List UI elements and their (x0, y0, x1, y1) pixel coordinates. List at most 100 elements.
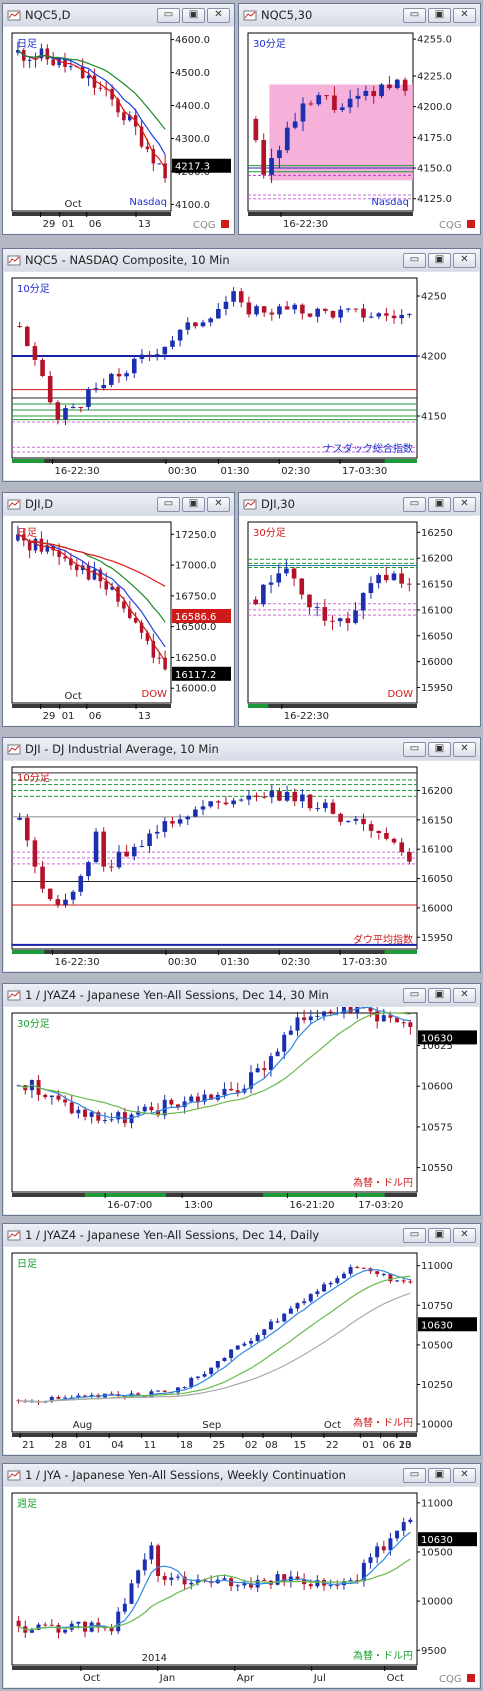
instrument-note: Nasdaq (129, 197, 167, 208)
titlebar[interactable]: NQC5 - NASDAQ Composite, 10 Min ▭ ▣ ✕ (3, 249, 480, 271)
restore-button[interactable]: ▣ (428, 987, 451, 1003)
candle (149, 1391, 154, 1397)
titlebar[interactable]: 1 / JYA - Japanese Yen-All Sessions, Wee… (3, 1464, 480, 1486)
restore-button[interactable]: ▣ (428, 741, 451, 757)
close-button[interactable]: ✕ (453, 741, 476, 757)
minimize-button[interactable]: ▭ (403, 496, 426, 512)
close-button[interactable]: ✕ (207, 496, 230, 512)
minimize-button[interactable]: ▭ (403, 741, 426, 757)
chart-jyaz4-30min[interactable]: 10625 10600 10575 10550 10630 16-07:00 13:00 16… (4, 1007, 479, 1214)
chart-dji-daily[interactable]: 17250.0 17000.0 16750.0 16500.0 16250.0 16000… (4, 516, 233, 725)
chart-nqc5-30min[interactable]: 4255.0 4225.0 4200.0 4175.0 4150.0 4125.0 16-2… (240, 27, 479, 233)
x-tick-label: 13 (138, 219, 151, 230)
candle (151, 640, 156, 658)
candle (235, 1090, 240, 1093)
candle (307, 594, 312, 608)
close-button[interactable]: ✕ (453, 987, 476, 1003)
candle (299, 578, 305, 595)
candle (162, 821, 168, 832)
candle (328, 1011, 333, 1013)
chart-dji-30min[interactable]: 16250 16200 16150 16100 16050 16000 15950 16-22… (240, 516, 479, 725)
cqg-logo-mark (221, 220, 229, 228)
candle (75, 565, 79, 571)
candle (339, 107, 345, 111)
candle (208, 318, 213, 323)
x-tick-label: 01 (62, 711, 75, 722)
close-button[interactable]: ✕ (453, 1227, 476, 1243)
candle (32, 840, 38, 867)
candle (407, 314, 412, 316)
timeframe-label: 10分足 (17, 772, 50, 784)
minimize-button[interactable]: ▭ (403, 7, 426, 23)
candle (98, 569, 103, 582)
chart-jyaz4-daily[interactable]: 11000 10750 10500 10250 10000 10630 21 28 01 04 11… (4, 1247, 479, 1454)
candle (360, 593, 366, 611)
candle (408, 1022, 413, 1028)
titlebar[interactable]: DJI - DJ Industrial Average, 10 Min ▭ ▣ ✕ (3, 738, 480, 760)
y-tick-label: 4150 (421, 412, 446, 423)
y-tick-label: 16150 (421, 815, 453, 826)
titlebar[interactable]: 1 / JYAZ4 - Japanese Yen-All Sessions, D… (3, 984, 480, 1006)
restore-button[interactable]: ▣ (182, 496, 205, 512)
candle (70, 406, 76, 409)
candle (229, 1088, 234, 1091)
candle (407, 583, 412, 585)
candle (157, 657, 161, 659)
restore-button[interactable]: ▣ (428, 1227, 451, 1243)
chart-nqc5-daily[interactable]: 4600.04500.04400.04300.04200.04100.04217… (4, 27, 233, 233)
restore-button[interactable]: ▣ (428, 1467, 451, 1483)
chart-app-icon (7, 255, 21, 266)
chart-dji-10min[interactable]: 16200 16150 16100 16050 16000 15950 16-22:30 00… (4, 761, 479, 971)
restore-button[interactable]: ▣ (428, 496, 451, 512)
chart-nqc5-10min[interactable]: 4250 4200 4150 16-22:30 00:30 01:30 02:30 17-03… (4, 272, 479, 480)
candle (254, 306, 259, 315)
candle (86, 75, 91, 79)
moving-average-line (17, 533, 166, 587)
restore-button[interactable]: ▣ (428, 7, 451, 23)
candle (116, 586, 120, 602)
titlebar[interactable]: DJI,D ▭ ▣ ✕ (3, 493, 234, 515)
candle (36, 1624, 41, 1630)
candle (262, 1068, 267, 1071)
titlebar[interactable]: NQC5,D ▭ ▣ ✕ (3, 4, 234, 26)
minimize-button[interactable]: ▭ (157, 496, 180, 512)
moving-average-line (18, 1558, 411, 1631)
restore-button[interactable]: ▣ (182, 7, 205, 23)
candle (315, 1015, 320, 1017)
titlebar[interactable]: 1 / JYAZ4 - Japanese Yen-All Sessions, D… (3, 1224, 480, 1246)
candle (86, 862, 91, 877)
candle (208, 801, 213, 807)
restore-button[interactable]: ▣ (428, 252, 451, 268)
candle (231, 291, 236, 302)
x-tick-label: 21 (22, 1440, 35, 1451)
candle (361, 308, 366, 318)
x-tick-label: 02 (245, 1440, 258, 1451)
highlight-zone (269, 84, 413, 181)
candle (122, 112, 126, 121)
close-button[interactable]: ✕ (453, 252, 476, 268)
candle (223, 301, 229, 309)
close-button[interactable]: ✕ (453, 496, 476, 512)
candle (261, 584, 266, 605)
titlebar[interactable]: DJI,30 ▭ ▣ ✕ (239, 493, 480, 515)
x-tick-label: 06 (383, 1440, 396, 1451)
window-title: DJI,30 (261, 497, 295, 511)
candle (162, 1390, 167, 1392)
candle (139, 846, 145, 848)
titlebar[interactable]: NQC5,30 ▭ ▣ ✕ (239, 4, 480, 26)
minimize-button[interactable]: ▭ (403, 252, 426, 268)
close-button[interactable]: ✕ (453, 7, 476, 23)
candle (402, 79, 408, 91)
minimize-button[interactable]: ▭ (403, 987, 426, 1003)
minimize-button[interactable]: ▭ (403, 1227, 426, 1243)
close-button[interactable]: ✕ (453, 1467, 476, 1483)
candle (222, 1088, 227, 1095)
candle (182, 1576, 187, 1585)
candle (154, 831, 160, 834)
close-button[interactable]: ✕ (207, 7, 230, 23)
chart-jya-weekly[interactable]: 11000 10500 10000 9500 10630 Oct Jan Apr Jul Oct 2… (4, 1487, 479, 1687)
minimize-button[interactable]: ▭ (157, 7, 180, 23)
minimize-button[interactable]: ▭ (403, 1467, 426, 1483)
candle (129, 1114, 134, 1124)
candle (63, 899, 68, 905)
